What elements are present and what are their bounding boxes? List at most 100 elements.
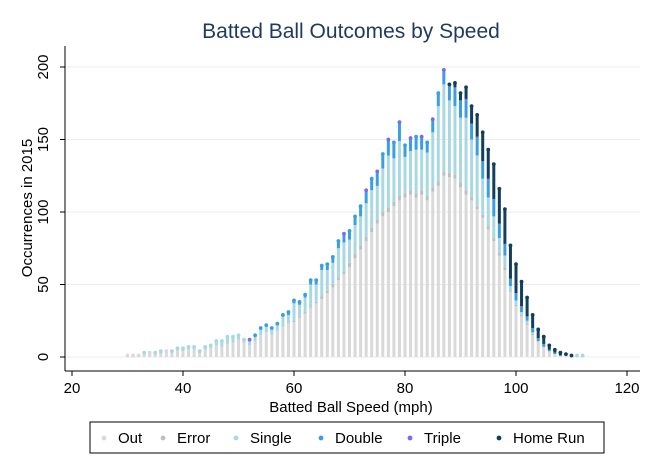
x-tick-label: 40: [175, 380, 192, 397]
bar-cap: [125, 353, 130, 358]
bar-cap: [425, 140, 430, 145]
bar-cap: [258, 326, 263, 330]
y-tick-label: 50: [35, 276, 52, 293]
bar-segment-triple: [475, 136, 479, 139]
y-tick-label: 150: [35, 127, 52, 152]
bar-segment-single: [436, 106, 440, 182]
legend-marker: [101, 435, 107, 441]
bar-segment-single: [336, 248, 340, 278]
bar-segment-single: [370, 190, 374, 228]
bar-segment-out: [564, 355, 568, 357]
bar-cap: [247, 337, 252, 342]
bar-segment-error: [292, 320, 296, 323]
bar-cap: [170, 349, 174, 354]
bar-cap: [575, 353, 579, 358]
bar-segment-out: [520, 316, 524, 357]
bar-cap: [419, 134, 424, 139]
bar-segment-error: [359, 245, 363, 250]
bar-segment-single: [453, 106, 457, 175]
bar-segment-error: [392, 201, 396, 207]
bar-cap: [530, 313, 535, 317]
legend: Out Error Single Double Triple Home Run: [89, 421, 605, 454]
bar-cap: [153, 350, 158, 355]
bar-cap: [264, 323, 269, 327]
bar-cap: [136, 353, 141, 358]
x-axis-label: Batted Ball Speed (mph): [269, 399, 432, 416]
bar-segment-triple: [486, 178, 490, 181]
y-tick-label: 0: [35, 353, 52, 361]
bar-segment-out: [508, 291, 512, 357]
bar-segment-single: [375, 185, 379, 220]
bar-segment-single: [220, 341, 224, 347]
bar-segment-home-run: [470, 106, 474, 124]
bar-segment-double: [403, 145, 407, 157]
bar-segment-out: [248, 345, 252, 357]
bar-cap: [319, 263, 324, 268]
bar-cap: [519, 279, 524, 284]
bar-segment-single: [481, 178, 485, 215]
bar-segment-out: [364, 241, 368, 357]
bar-segment-error: [486, 226, 490, 230]
bar-segment-double: [464, 100, 468, 118]
bar-cap: [564, 352, 568, 356]
bar-cap: [497, 186, 502, 191]
legend-item-triple: Triple: [407, 430, 461, 447]
bar-segment-home-run: [453, 82, 457, 88]
x-tick-label: 80: [397, 380, 414, 397]
legend-marker: [318, 435, 324, 441]
bar-segment-double: [470, 123, 474, 140]
bar-segment-double: [547, 349, 551, 352]
bar-segment-error: [531, 333, 535, 336]
bar-cap: [508, 243, 513, 248]
bar-segment-double: [508, 278, 512, 286]
y-ticks: 0 50 100 150 200: [35, 54, 65, 361]
bar-segment-single: [303, 297, 307, 313]
bar-segment-out: [286, 323, 290, 357]
bar-segment-error: [342, 271, 346, 275]
bar-segment-out: [553, 354, 557, 357]
bar-segment-double: [359, 206, 363, 217]
bar-segment-single: [270, 329, 274, 336]
bar-segment-error: [353, 254, 357, 259]
bar-segment-single: [309, 284, 313, 307]
bar-segment-home-run: [486, 149, 490, 179]
bar-segment-out: [353, 258, 357, 357]
bar-segment-out: [397, 200, 401, 357]
x-tick-label: 100: [503, 380, 528, 397]
bar-segment-error: [442, 171, 446, 176]
bar-cap: [552, 347, 557, 352]
bar-segment-out: [531, 335, 535, 357]
bar-cap: [403, 143, 407, 148]
bar-segment-out: [164, 351, 168, 357]
bar-segment-out: [431, 191, 435, 357]
bar-segment-error: [364, 236, 368, 241]
bar-segment-single: [447, 100, 451, 173]
gridlines: [65, 66, 640, 358]
bar-segment-double: [425, 142, 429, 153]
legend-marker: [496, 435, 502, 441]
bar-segment-single: [237, 335, 240, 340]
bar-segment-single: [514, 300, 518, 305]
bar-segment-single: [259, 329, 263, 336]
bar-segment-out: [536, 342, 540, 357]
bar-segment-single: [342, 242, 346, 272]
x-tick-label: 20: [64, 380, 81, 397]
bar-segment-double: [320, 265, 324, 270]
bar-segment-out: [314, 303, 318, 357]
bar-segment-error: [403, 193, 407, 198]
bar-cap: [158, 349, 163, 354]
bar-segment-double: [536, 338, 540, 342]
bar-cap: [480, 130, 485, 135]
bar-segment-double: [397, 123, 401, 141]
bar-segment-double: [336, 241, 340, 249]
bar-segment-double: [392, 142, 396, 159]
bar-segment-single: [425, 152, 429, 197]
bar-segment-double: [459, 100, 462, 118]
bar-segment-home-run: [547, 345, 551, 350]
legend-label: Error: [177, 430, 210, 447]
bar-segment-out: [481, 217, 485, 357]
bar-segment-single: [392, 158, 396, 202]
chart-title: Batted Ball Outcomes by Speed: [202, 20, 500, 43]
bar-segment-out: [198, 352, 202, 357]
bar-segment-out: [453, 178, 457, 357]
